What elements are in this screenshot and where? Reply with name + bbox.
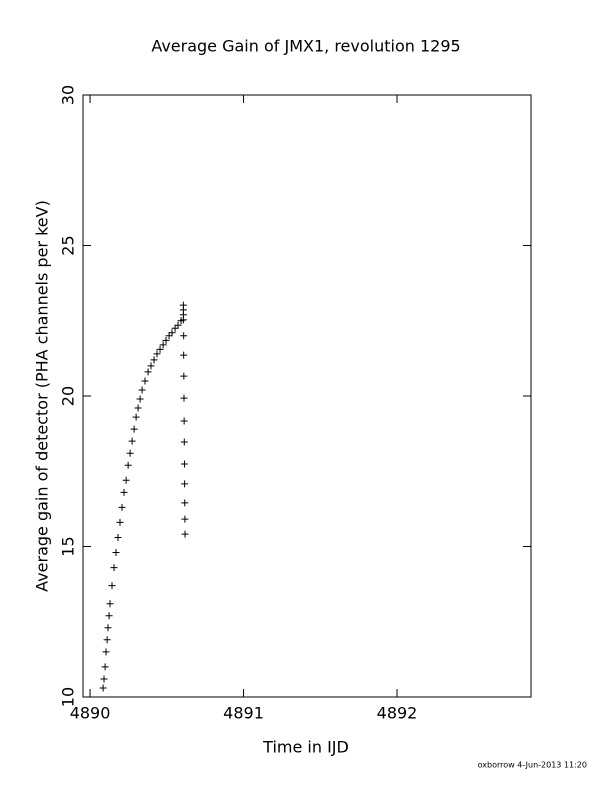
- data-point: [100, 675, 108, 683]
- data-point: [180, 394, 188, 402]
- data-point: [134, 404, 142, 412]
- y-tick-label: 20: [59, 386, 78, 406]
- data-point: [181, 515, 189, 523]
- data-point: [138, 386, 146, 394]
- data-point: [159, 341, 167, 349]
- data-point: [180, 438, 188, 446]
- data-point: [106, 600, 114, 608]
- data-point: [147, 362, 155, 370]
- data-point: [128, 437, 136, 445]
- data-point: [181, 530, 189, 538]
- footer: oxborrow 4-Jun-2013 11:20: [478, 761, 587, 770]
- data-point: [110, 564, 118, 572]
- data-point: [108, 582, 116, 590]
- data-point: [130, 425, 138, 433]
- data-point: [180, 332, 188, 340]
- data-point: [116, 518, 124, 526]
- data-point: [118, 503, 126, 511]
- data-point: [171, 324, 179, 332]
- data-point: [102, 648, 110, 656]
- data-point: [174, 321, 182, 329]
- x-axis-label: Time in IJD: [262, 738, 349, 757]
- y-tick-label: 30: [59, 85, 78, 105]
- data-point: [99, 684, 107, 692]
- data-point: [153, 350, 161, 358]
- data-point: [124, 461, 132, 469]
- data-point: [132, 413, 140, 421]
- data-point: [141, 377, 149, 385]
- data-point: [101, 663, 109, 671]
- data-point: [136, 395, 144, 403]
- data-point: [120, 488, 128, 496]
- x-tick-label: 4892: [377, 704, 418, 723]
- data-point: [144, 368, 152, 376]
- data-point: [112, 549, 120, 557]
- y-tick-label: 10: [59, 687, 78, 707]
- data-point: [181, 499, 189, 507]
- data-point: [103, 636, 111, 644]
- y-tick-label: 15: [59, 536, 78, 556]
- data-point: [179, 316, 187, 324]
- y-axis-label: Average gain of detector (PHA channels p…: [33, 200, 52, 592]
- data-point: [156, 345, 164, 353]
- data-point: [165, 332, 173, 340]
- data-point: [180, 460, 188, 468]
- x-tick-label: 4890: [70, 704, 111, 723]
- data-point: [122, 476, 130, 484]
- data-point: [180, 372, 188, 380]
- data-point: [126, 449, 134, 457]
- data-point: [168, 329, 176, 337]
- x-tick-label: 4891: [223, 704, 264, 723]
- data-point: [180, 417, 188, 425]
- data-point: [150, 356, 158, 364]
- data-point: [114, 533, 122, 541]
- chart-title: Average Gain of JMX1, revolution 1295: [151, 37, 460, 56]
- data-point: [104, 624, 112, 632]
- data-point: [180, 351, 188, 359]
- data-point: [162, 336, 170, 344]
- data-point: [105, 612, 113, 620]
- data-point: [181, 480, 189, 488]
- y-tick-label: 25: [59, 235, 78, 255]
